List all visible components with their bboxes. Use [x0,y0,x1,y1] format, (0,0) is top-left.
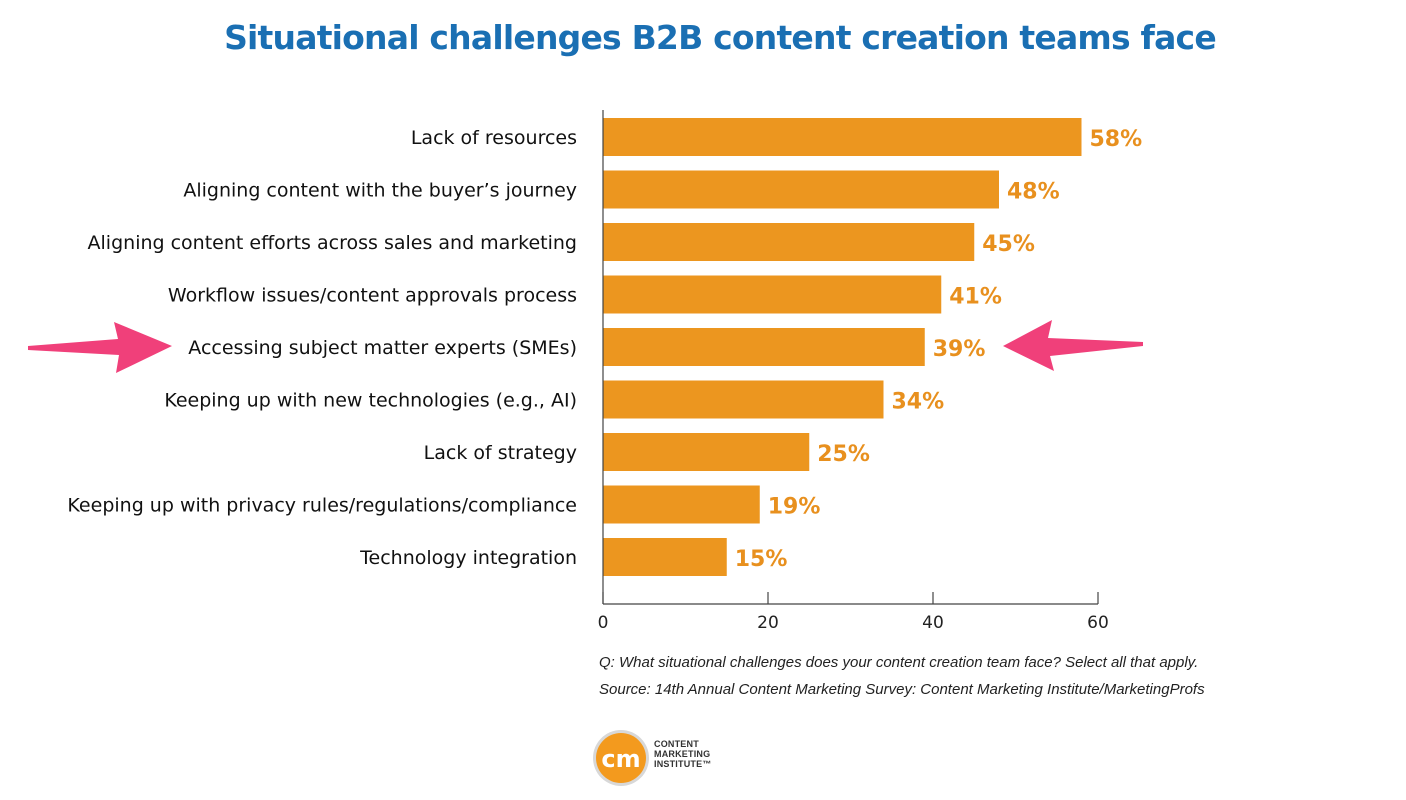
value-label: 41% [949,285,1002,310]
bar [603,538,727,576]
x-tick-label: 40 [922,613,944,633]
chart-title: Situational challenges B2B content creat… [224,18,1217,57]
logo-mark-text: cm [601,745,640,773]
cmi-logo-mark: cm [593,730,649,786]
value-label: 19% [768,495,821,520]
value-label: 39% [933,337,986,362]
value-label: 48% [1007,180,1060,205]
cmi-logo: cm CONTENT MARKETING INSTITUTE™ [591,728,731,788]
right-highlight-arrow [1003,320,1143,371]
category-label: Technology integration [359,547,577,569]
category-label: Keeping up with privacy rules/regulation… [67,495,577,517]
survey-question-note: Q: What situational challenges does your… [599,654,1199,671]
category-label: Keeping up with new technologies (e.g., … [164,390,577,412]
bar [603,485,760,524]
category-label: Accessing subject matter experts (SMEs) [188,337,577,359]
value-label: 58% [1090,127,1143,152]
source-note: Source: 14th Annual Content Marketing Su… [599,681,1205,698]
bar [603,380,884,419]
bar [603,223,975,261]
value-label: 34% [892,390,945,415]
x-tick-label: 0 [598,613,609,633]
axis-layer: 0 20 40 60 [598,110,1109,633]
highlight-arrows [28,320,1143,373]
category-label: Workflow issues/content approvals proces… [168,285,577,307]
left-highlight-arrow [28,322,172,373]
value-label: 45% [982,232,1035,257]
x-tick-label: 20 [757,613,779,633]
logo-wordmark: CONTENT MARKETING INSTITUTE™ [654,739,712,769]
category-label: Lack of resources [411,127,577,149]
bar-chart: Lack of resources 58% Aligning content wit… [28,110,1143,633]
category-label: Lack of strategy [424,442,577,464]
bar [603,275,942,314]
bar [603,118,1082,156]
logo-line-1: CONTENT [654,739,699,749]
logo-line-2: MARKETING [654,749,711,759]
bar [603,328,925,366]
value-label: 25% [817,442,870,467]
logo-line-3: INSTITUTE™ [654,759,712,769]
x-tick-label: 60 [1087,613,1109,633]
category-label: Aligning content with the buyer’s journe… [183,180,577,202]
value-label: 15% [735,547,788,572]
category-label: Aligning content efforts across sales an… [88,232,577,254]
bar [603,170,999,209]
bars-layer: Lack of resources 58% Aligning content wit… [67,118,1142,576]
bar [603,433,810,471]
